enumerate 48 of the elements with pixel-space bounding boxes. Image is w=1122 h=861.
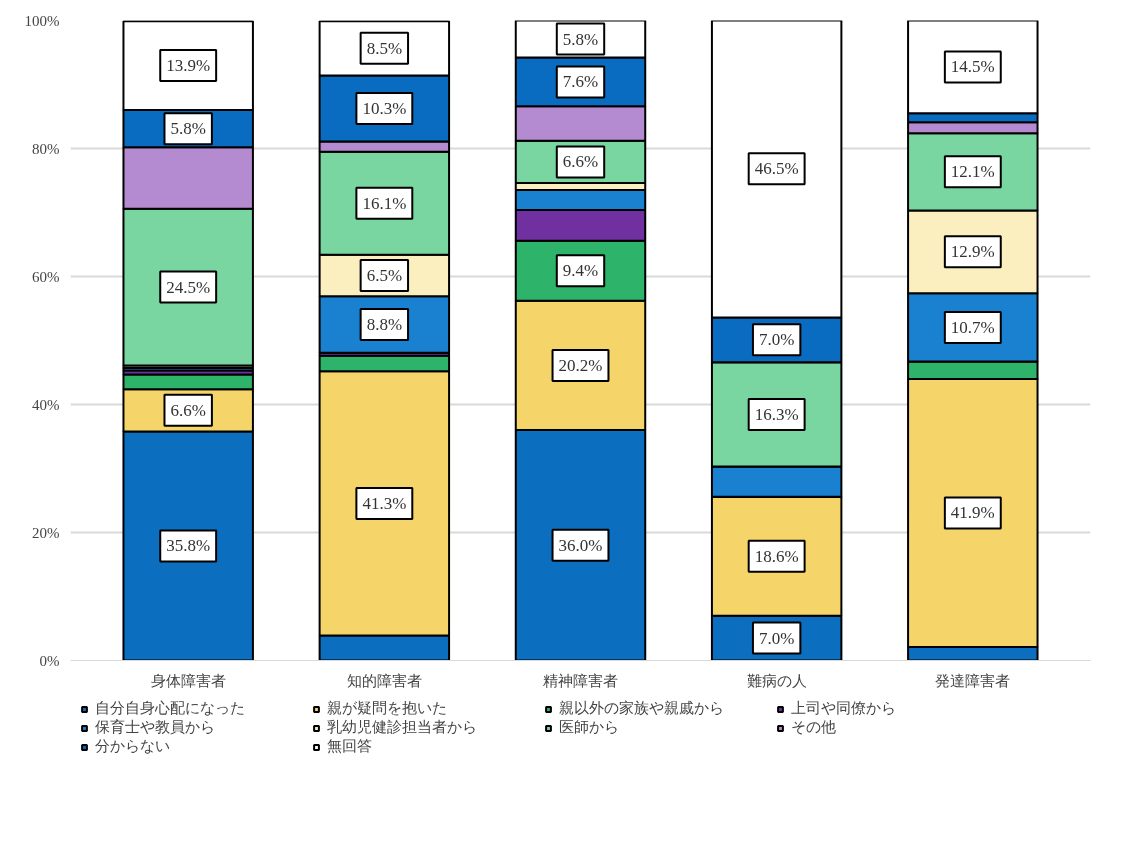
data-label: 13.9% bbox=[166, 56, 211, 76]
y-tick-label: 80% bbox=[32, 140, 60, 157]
data-label: 7.0% bbox=[758, 628, 795, 648]
data-label: 12.9% bbox=[950, 242, 995, 262]
data-label: 36.0% bbox=[558, 535, 603, 555]
data-label: 8.5% bbox=[366, 38, 403, 58]
y-tick-label: 100% bbox=[24, 12, 60, 29]
data-label: 6.5% bbox=[366, 266, 403, 286]
x-tick-label: 難病の人 bbox=[746, 671, 807, 689]
data-label: 6.6% bbox=[562, 152, 599, 172]
x-tick-label: 精神障害者 bbox=[543, 671, 618, 689]
data-label: 7.6% bbox=[562, 72, 599, 92]
legend-label: 自分自身心配になった bbox=[95, 699, 246, 718]
data-label: 5.8% bbox=[562, 29, 599, 49]
data-label: 18.6% bbox=[754, 546, 799, 566]
y-tick-label: 60% bbox=[32, 268, 60, 285]
data-label: 16.1% bbox=[362, 193, 407, 213]
legend-label: 乳幼児健診担当者から bbox=[327, 718, 478, 737]
data-label: 7.0% bbox=[758, 330, 795, 350]
data-label: 41.9% bbox=[950, 503, 995, 523]
x-tick-label: 身体障害者 bbox=[150, 671, 226, 689]
legend-label: 親以外の家族や親戚から bbox=[559, 699, 725, 718]
data-label: 6.6% bbox=[170, 400, 206, 420]
data-label: 46.5% bbox=[754, 159, 799, 179]
data-label: 14.5% bbox=[950, 57, 995, 77]
data-label: 24.5% bbox=[166, 277, 211, 297]
legend-label: 保育士や教員から bbox=[95, 718, 216, 737]
x-tick-label: 発達障害者 bbox=[935, 671, 1011, 689]
legend-label: 分からない bbox=[95, 737, 171, 756]
legend-label: 無回答 bbox=[327, 737, 373, 756]
x-tick-label: 知的障害者 bbox=[346, 671, 422, 689]
legend-label: その他 bbox=[791, 718, 837, 737]
data-label: 10.3% bbox=[362, 99, 407, 118]
legend-label: 医師から bbox=[559, 718, 620, 737]
data-label: 35.8% bbox=[166, 536, 211, 556]
y-tick-label: 40% bbox=[32, 396, 60, 413]
data-label: 9.4% bbox=[562, 261, 599, 281]
legend-label: 上司や同僚から bbox=[791, 699, 897, 718]
data-label: 12.1% bbox=[950, 162, 995, 182]
data-label: 5.8% bbox=[170, 119, 206, 139]
data-label: 8.8% bbox=[366, 315, 403, 334]
data-label: 16.3% bbox=[754, 404, 799, 424]
data-label: 10.7% bbox=[950, 317, 995, 337]
data-label: 41.3% bbox=[362, 493, 407, 513]
legend-label: 親が疑問を抱いた bbox=[327, 699, 448, 718]
y-tick-label: 20% bbox=[32, 524, 60, 541]
y-tick-label: 0% bbox=[39, 652, 60, 669]
data-label: 20.2% bbox=[558, 355, 603, 375]
